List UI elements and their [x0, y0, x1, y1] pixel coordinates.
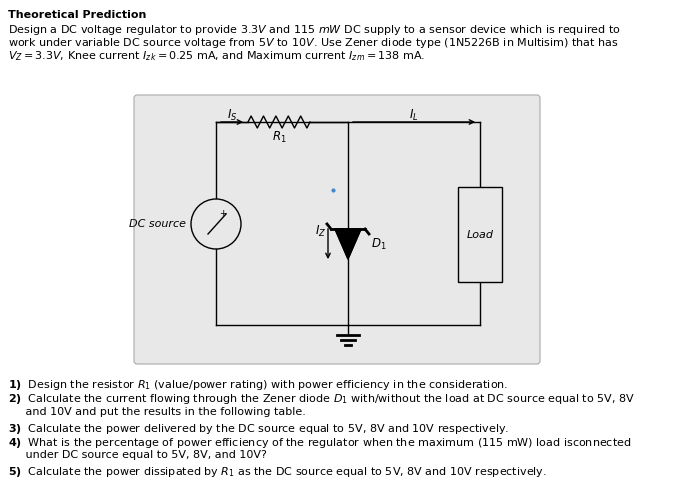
Text: under DC source equal to 5V, 8V, and 10V?: under DC source equal to 5V, 8V, and 10V…	[8, 450, 267, 461]
Text: DC source: DC source	[129, 219, 186, 229]
Text: Design a DC voltage regulator to provide $\mathit{3.3V}$ and $\mathit{115\ mW}$ : Design a DC voltage regulator to provide…	[8, 23, 621, 37]
Text: $\mathbf{3)}$  Calculate the power delivered by the DC source equal to 5V, 8V an: $\mathbf{3)}$ Calculate the power delive…	[8, 422, 510, 435]
Text: $\mathbf{2)}$  Calculate the current flowing through the Zener diode $D_1$ with/: $\mathbf{2)}$ Calculate the current flow…	[8, 393, 635, 407]
Text: +: +	[219, 209, 226, 219]
Text: $\mathbf{5)}$  Calculate the power dissipated by $R_1$ as the DC source equal to: $\mathbf{5)}$ Calculate the power dissip…	[8, 465, 547, 479]
Text: work under variable DC source voltage from $\mathit{5V}$ to $\mathit{10V}$. Use : work under variable DC source voltage fr…	[8, 36, 619, 50]
Text: $I_L$: $I_L$	[409, 108, 419, 123]
Bar	[458, 187, 502, 282]
Polygon shape	[335, 229, 361, 259]
Text: Load: Load	[466, 229, 493, 240]
Circle shape	[191, 199, 241, 249]
Text: $I_S$: $I_S$	[226, 108, 237, 123]
Text: $\mathbf{1)}$  Design the resistor $R_1$ (value/power rating) with power efficie: $\mathbf{1)}$ Design the resistor $R_1$ …	[8, 378, 508, 392]
Text: Theoretical Prediction: Theoretical Prediction	[8, 10, 146, 20]
Text: $\mathbf{4)}$  What is the percentage of power efficiency of the regulator when : $\mathbf{4)}$ What is the percentage of …	[8, 436, 632, 450]
Text: and 10V and put the results in the following table.: and 10V and put the results in the follo…	[8, 407, 306, 417]
FancyBboxPatch shape	[134, 95, 540, 364]
Text: $V_Z = 3.3V$, Knee current $I_{zk} = 0.25$ mA, and Maximum current $I_{zm} = 138: $V_Z = 3.3V$, Knee current $I_{zk} = 0.2…	[8, 49, 425, 63]
Text: $D_1$: $D_1$	[371, 237, 386, 252]
Text: $I_Z$: $I_Z$	[315, 224, 326, 239]
Text: $R_1$: $R_1$	[272, 130, 286, 145]
